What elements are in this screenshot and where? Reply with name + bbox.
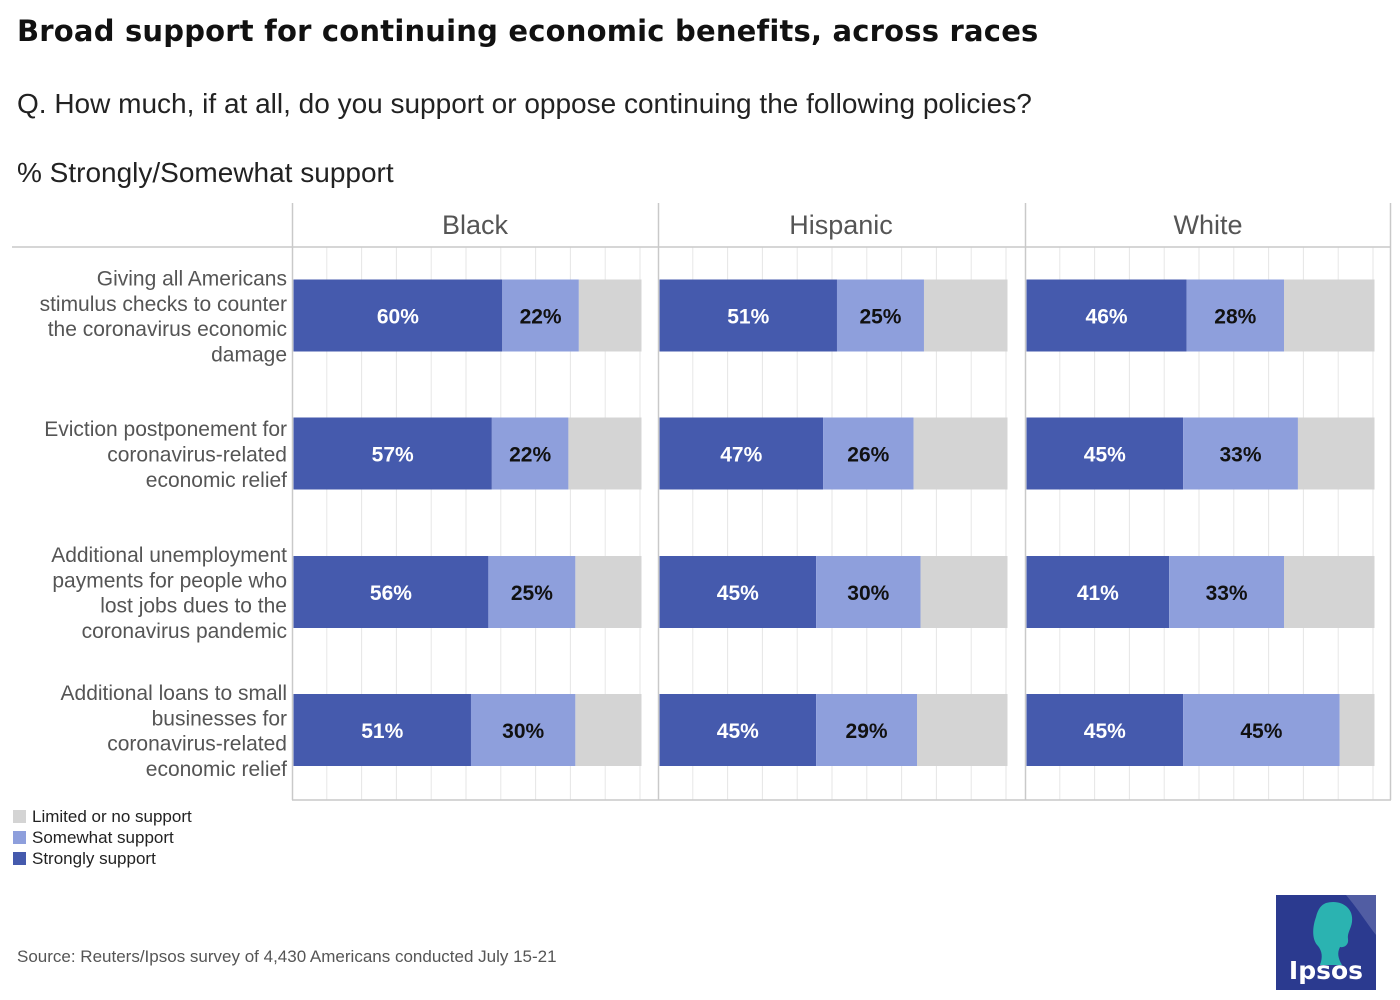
bar-limited-2-hispanic bbox=[920, 556, 1008, 628]
data-label-somewhat-2-black: 25% bbox=[511, 582, 553, 605]
chart-question: Q. How much, if at all, do you support o… bbox=[17, 88, 1032, 119]
bar-strongly-3-hispanic bbox=[659, 694, 817, 766]
data-label-strongly-1-black: 57% bbox=[372, 444, 414, 467]
legend-item-somewhat: Somewhat support bbox=[13, 827, 192, 848]
legend-item-limited: Limited or no support bbox=[13, 806, 192, 827]
bar-limited-3-black bbox=[575, 694, 642, 766]
data-label-somewhat-0-hispanic: 25% bbox=[859, 306, 901, 329]
data-label-somewhat-1-white: 33% bbox=[1220, 444, 1262, 467]
data-label-somewhat-2-white: 33% bbox=[1206, 582, 1248, 605]
chart-title: Broad support for continuing economic be… bbox=[17, 14, 1039, 48]
bar-strongly-1-white bbox=[1026, 417, 1184, 490]
ipsos-logo: Ipsos bbox=[1276, 895, 1376, 990]
data-label-somewhat-3-white: 45% bbox=[1240, 720, 1282, 743]
category-label-3-line-1: businesses for bbox=[152, 707, 287, 730]
data-label-somewhat-0-black: 22% bbox=[520, 306, 562, 329]
category-label-2-line-1: payments for people who bbox=[52, 569, 287, 592]
data-label-strongly-0-hispanic: 51% bbox=[727, 306, 769, 329]
bar-somewhat-3-white bbox=[1183, 694, 1340, 766]
bar-somewhat-1-hispanic bbox=[823, 417, 914, 490]
data-label-somewhat-1-hispanic: 26% bbox=[847, 444, 889, 467]
bar-somewhat-0-white bbox=[1186, 279, 1285, 352]
logo-head-silhouette-icon bbox=[1313, 901, 1353, 965]
category-label-1-line-0: Eviction postponement for bbox=[44, 418, 287, 441]
bar-strongly-0-white bbox=[1026, 279, 1187, 352]
bar-strongly-0-black bbox=[293, 279, 503, 352]
bar-strongly-1-hispanic bbox=[659, 417, 824, 490]
data-label-strongly-3-hispanic: 45% bbox=[717, 720, 759, 743]
data-label-strongly-1-white: 45% bbox=[1084, 444, 1126, 467]
panel-header-black: Black bbox=[442, 210, 509, 240]
legend-item-strongly: Strongly support bbox=[13, 848, 192, 869]
source-note: Source: Reuters/Ipsos survey of 4,430 Am… bbox=[17, 947, 557, 966]
data-label-strongly-2-hispanic: 45% bbox=[717, 582, 759, 605]
bar-limited-0-hispanic bbox=[923, 279, 1008, 352]
legend-swatch-limited bbox=[13, 810, 26, 823]
panel-header-hispanic: Hispanic bbox=[789, 210, 893, 240]
bar-limited-1-black bbox=[568, 417, 642, 490]
bar-limited-2-black bbox=[575, 556, 642, 628]
category-label-1-line-2: economic relief bbox=[146, 469, 287, 492]
data-label-somewhat-3-black: 30% bbox=[502, 720, 544, 743]
data-label-somewhat-0-white: 28% bbox=[1214, 306, 1256, 329]
bar-strongly-3-white bbox=[1026, 694, 1184, 766]
legend-label-limited: Limited or no support bbox=[32, 806, 192, 826]
bar-strongly-3-black bbox=[293, 694, 471, 766]
legend-label-somewhat: Somewhat support bbox=[32, 827, 174, 847]
bar-somewhat-2-black bbox=[488, 556, 576, 628]
category-label-0-line-2: the coronavirus economic bbox=[48, 318, 287, 341]
category-label-3-line-0: Additional loans to small bbox=[61, 682, 287, 705]
data-label-strongly-1-hispanic: 47% bbox=[720, 444, 762, 467]
bar-limited-3-white bbox=[1339, 694, 1375, 766]
bar-limited-2-white bbox=[1284, 556, 1375, 628]
bar-strongly-1-black bbox=[293, 417, 492, 490]
bar-somewhat-1-white bbox=[1183, 417, 1298, 490]
data-label-strongly-2-black: 56% bbox=[370, 582, 412, 605]
data-label-somewhat-3-hispanic: 29% bbox=[846, 720, 888, 743]
bar-limited-1-white bbox=[1297, 417, 1375, 490]
legend-label-strongly: Strongly support bbox=[32, 848, 156, 868]
data-label-strongly-0-white: 46% bbox=[1086, 306, 1128, 329]
category-label-0-line-1: stimulus checks to counter bbox=[40, 293, 287, 316]
logo-wordmark: Ipsos bbox=[1289, 956, 1363, 985]
bar-somewhat-2-hispanic bbox=[816, 556, 921, 628]
bar-limited-1-hispanic bbox=[913, 417, 1008, 490]
bar-somewhat-0-black bbox=[502, 279, 579, 352]
data-label-strongly-3-white: 45% bbox=[1084, 720, 1126, 743]
category-label-2-line-2: lost jobs dues to the bbox=[100, 595, 287, 618]
data-label-strongly-3-black: 51% bbox=[361, 720, 403, 743]
bar-strongly-2-hispanic bbox=[659, 556, 817, 628]
category-label-0-line-3: damage bbox=[211, 343, 287, 366]
category-label-1-line-1: coronavirus-related bbox=[107, 444, 287, 467]
data-label-strongly-2-white: 41% bbox=[1077, 582, 1119, 605]
category-label-0-line-0: Giving all Americans bbox=[97, 268, 287, 291]
bar-somewhat-0-hispanic bbox=[836, 279, 924, 352]
bar-somewhat-1-black bbox=[491, 417, 569, 490]
bar-somewhat-3-black bbox=[470, 694, 576, 766]
logo-accent-shape bbox=[1346, 895, 1376, 935]
category-label-3-line-3: economic relief bbox=[146, 758, 287, 781]
legend: Limited or no support Somewhat support S… bbox=[13, 806, 192, 869]
panel-header-white: White bbox=[1173, 210, 1242, 240]
bar-somewhat-2-white bbox=[1169, 556, 1285, 628]
chart-measure-label: % Strongly/Somewhat support bbox=[17, 157, 394, 188]
category-label-3-line-2: coronavirus-related bbox=[107, 733, 287, 756]
bar-strongly-0-hispanic bbox=[659, 279, 837, 352]
category-label-2-line-3: coronavirus pandemic bbox=[82, 620, 287, 643]
data-label-somewhat-1-black: 22% bbox=[509, 444, 551, 467]
bar-limited-0-black bbox=[578, 279, 642, 352]
bar-limited-0-white bbox=[1284, 279, 1375, 352]
bar-limited-3-hispanic bbox=[917, 694, 1008, 766]
category-label-2-line-0: Additional unemployment bbox=[51, 544, 287, 567]
bar-strongly-2-white bbox=[1026, 556, 1170, 628]
legend-swatch-somewhat bbox=[13, 831, 26, 844]
stacked-bar-chart: Black Hispanic White Giving all Americansst… bbox=[12, 203, 1392, 801]
bar-strongly-2-black bbox=[293, 556, 489, 628]
data-label-strongly-0-black: 60% bbox=[377, 306, 419, 329]
bar-somewhat-3-hispanic bbox=[816, 694, 918, 766]
data-label-somewhat-2-hispanic: 30% bbox=[847, 582, 889, 605]
legend-swatch-strongly bbox=[13, 852, 26, 865]
